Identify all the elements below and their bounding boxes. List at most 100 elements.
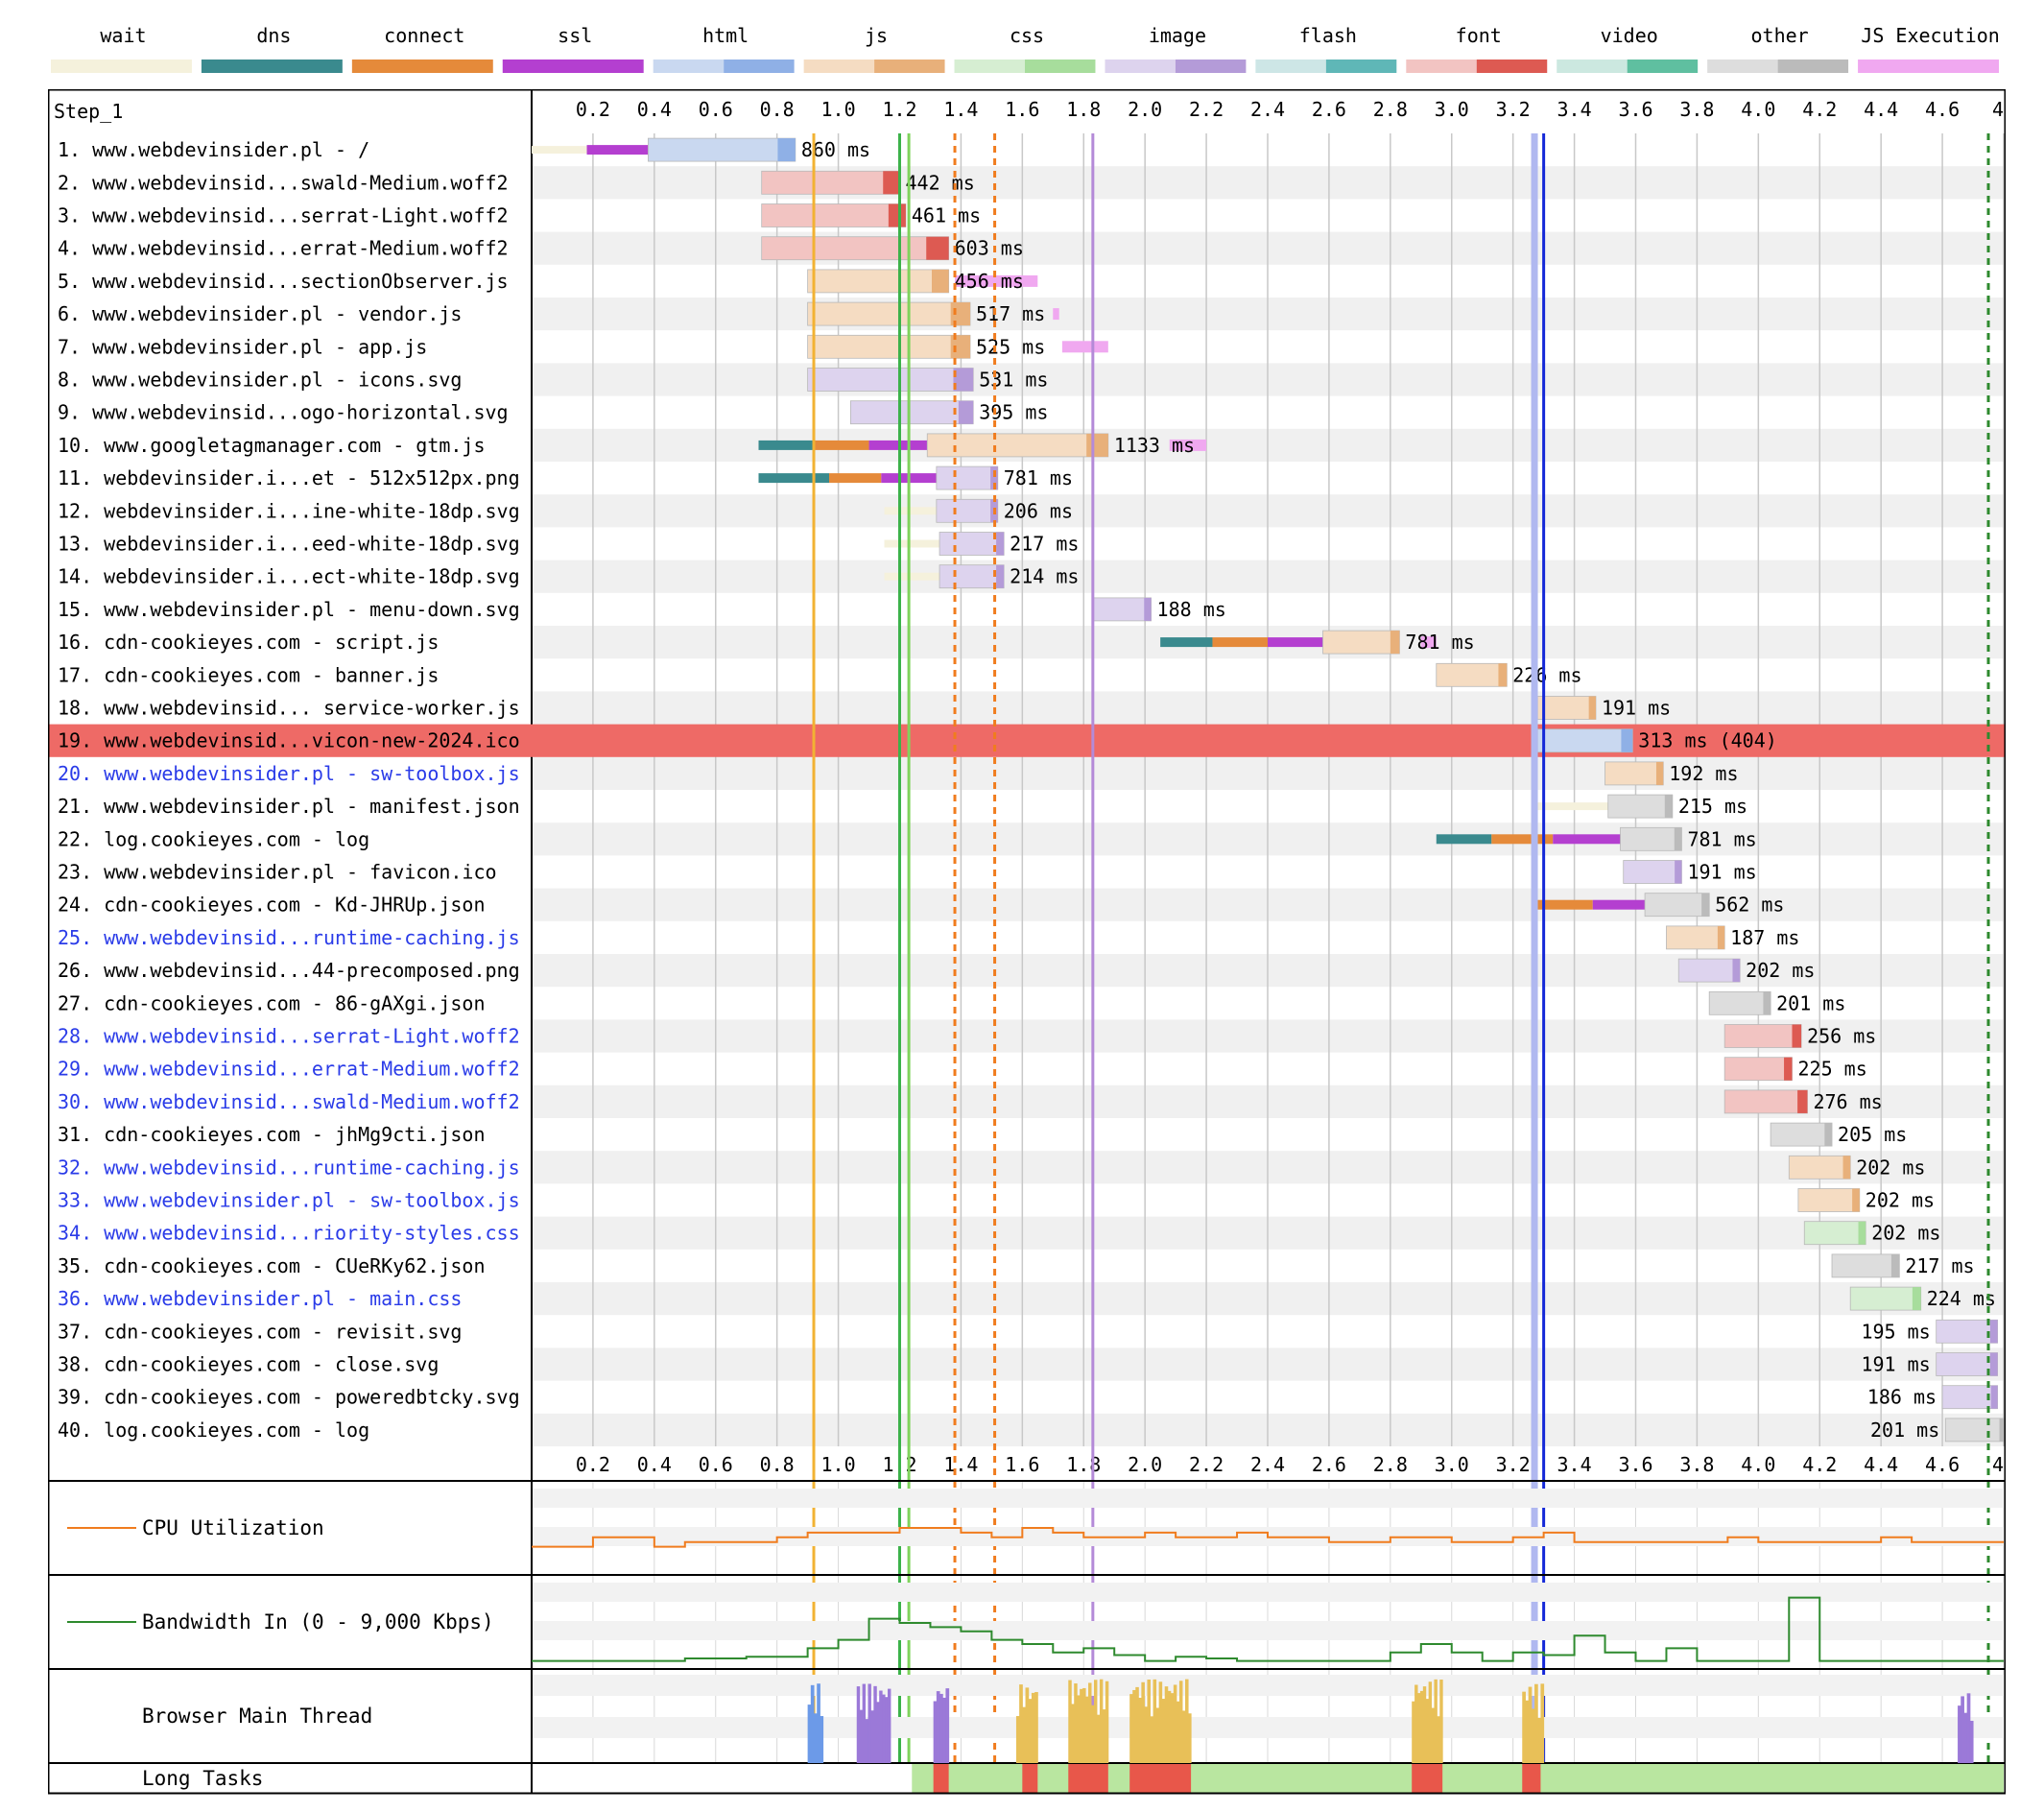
request-duration: 205 ms	[1838, 1123, 1907, 1146]
request-ssl-segment	[1268, 637, 1323, 648]
main-thread-activity	[876, 1702, 880, 1763]
main-thread-activity	[1022, 1706, 1027, 1763]
request-bar-download	[883, 171, 900, 195]
legend-swatch-dark	[874, 60, 945, 73]
x-tick-label: 1.2	[882, 98, 916, 121]
request-label: 13. webdevinsider.i...eed-white-18dp.svg	[58, 533, 520, 556]
main-thread-activity	[1434, 1679, 1438, 1763]
x-tick-label-bottom: 3.0	[1435, 1453, 1469, 1476]
legend-swatch-light	[1105, 60, 1176, 73]
panel-stripe	[533, 1621, 2004, 1640]
request-bar	[1436, 662, 1508, 687]
main-thread-activity	[1428, 1681, 1433, 1763]
x-tick-label: 2.8	[1373, 98, 1408, 121]
main-thread-activity	[1419, 1690, 1424, 1763]
panel-stripe	[533, 1583, 2004, 1602]
request-duration: 215 ms	[1678, 795, 1747, 818]
request-duration: 186 ms	[1867, 1386, 1937, 1409]
x-tick-label: 3.2	[1496, 98, 1531, 121]
request-label: 18. www.webdevinsid... service-worker.js	[58, 697, 520, 720]
x-tick-label-bottom: 3.8	[1679, 1453, 1714, 1476]
request-label: 17. cdn-cookieyes.com - banner.js	[58, 663, 439, 686]
legend-swatch-dark	[1476, 60, 1548, 73]
request-label: 23. www.webdevinsider.pl - favicon.ico	[58, 861, 497, 884]
main-thread-activity	[873, 1685, 877, 1763]
main-thread-activity	[942, 1697, 946, 1763]
x-tick-label: 3.8	[1679, 98, 1714, 121]
request-duration: 201 ms	[1870, 1419, 1939, 1442]
main-thread-activity	[1135, 1686, 1139, 1763]
js-execution-segment	[1061, 341, 1108, 353]
x-tick-label-bottom: 4.	[1992, 1453, 2006, 1476]
js-execution-segment	[1169, 439, 1207, 451]
main-thread-activity	[879, 1690, 883, 1763]
x-tick-label-bottom: 3.2	[1496, 1453, 1531, 1476]
main-thread-activity	[1963, 1712, 1968, 1763]
request-label: 28. www.webdevinsid...serrat-Light.woff2	[58, 1025, 520, 1048]
waterfall-chart: Step_1 0.2 0.2 0.4 0.4 0.6 0.6 0.8 0.8 1.0 1.0 1.2 1…	[48, 89, 2006, 1804]
legend-swatch	[201, 60, 343, 73]
request-bar-download	[990, 466, 998, 490]
request-bar-download	[1852, 1188, 1860, 1212]
request-wait-segment	[884, 507, 937, 515]
x-tick-label-bottom: 1.0	[821, 1453, 856, 1476]
js-execution-segment	[955, 274, 1038, 287]
legend-label: dns	[256, 24, 291, 47]
request-bar-download	[926, 236, 949, 260]
request-ssl-segment	[586, 145, 649, 155]
bandwidth-label: Bandwidth In (0 - 9,000 Kbps)	[142, 1610, 494, 1633]
request-bar	[1666, 925, 1725, 950]
request-bar-download	[888, 203, 906, 227]
main-thread-activity	[1531, 1708, 1535, 1763]
request-label: 35. cdn-cookieyes.com - CUeRKy62.json	[58, 1254, 486, 1277]
request-bar-download	[1999, 1418, 2006, 1442]
x-tick-label: 4.0	[1741, 98, 1775, 121]
main-thread-activity	[1525, 1700, 1530, 1763]
request-bar	[1723, 1089, 1808, 1114]
request-duration: 276 ms	[1813, 1090, 1882, 1113]
request-label: 40. log.cookieyes.com - log	[58, 1419, 369, 1442]
request-duration: 1133 ms	[1114, 434, 1195, 457]
request-duration: 191 ms	[1687, 861, 1756, 884]
request-connect-segment	[1491, 834, 1554, 845]
request-label: 15. www.webdevinsider.pl - menu-down.svg	[58, 598, 520, 621]
request-label: 36. www.webdevinsider.pl - main.css	[58, 1287, 462, 1310]
main-thread-activity	[1096, 1714, 1101, 1763]
request-label: 14. webdevinsider.i...ect-white-18dp.svg	[58, 565, 520, 588]
request-bar-download	[1912, 1287, 1921, 1311]
request-duration: 562 ms	[1715, 894, 1784, 917]
request-bar	[1623, 860, 1682, 884]
main-thread-activity	[1167, 1690, 1172, 1763]
x-tick-label: 0.2	[576, 98, 610, 121]
legend-label: wait	[100, 24, 146, 47]
request-bar-download	[1763, 991, 1771, 1015]
x-tick-label-bottom: 3.4	[1557, 1453, 1592, 1476]
request-duration: 860 ms	[801, 138, 870, 161]
request-label: 32. www.webdevinsid...runtime-caching.js	[58, 1156, 520, 1179]
legend-label: image	[1149, 24, 1206, 47]
legend-swatch	[1858, 60, 1999, 73]
request-bar	[1677, 958, 1741, 983]
request-label: 29. www.webdevinsid...errat-Medium.woff2	[58, 1058, 520, 1081]
request-bar-download	[1824, 1123, 1833, 1147]
legend-swatch	[502, 60, 644, 73]
request-wait-segment	[884, 539, 940, 548]
main-thread-activity	[1173, 1684, 1177, 1763]
request-label: 6. www.webdevinsider.pl - vendor.js	[58, 302, 462, 325]
main-thread-activity	[1071, 1704, 1075, 1763]
main-thread-activity	[1080, 1688, 1083, 1763]
x-tick-label-bottom: 4.4	[1864, 1453, 1898, 1476]
legend-svg: wait dns connect ssl html js css image flash font…	[51, 24, 2000, 73]
main-thread-activity	[1431, 1707, 1435, 1763]
legend-swatch-light	[803, 60, 875, 73]
main-thread-activity	[1417, 1693, 1421, 1763]
request-label: 30. www.webdevinsid...swald-Medium.woff2	[58, 1090, 520, 1113]
main-thread-activity	[1439, 1680, 1443, 1763]
request-label: 12. webdevinsider.i...ine-white-18dp.svg	[58, 499, 520, 522]
request-label: 19. www.webdevinsid...vicon-new-2024.ico	[58, 729, 520, 752]
main-thread-activity	[1085, 1696, 1089, 1763]
request-label: 27. cdn-cookieyes.com - 86-gAXgi.json	[58, 991, 486, 1014]
request-duration: 202 ms	[1856, 1156, 1925, 1179]
request-bar-download	[1784, 1057, 1793, 1081]
legend-label: js	[865, 24, 888, 47]
